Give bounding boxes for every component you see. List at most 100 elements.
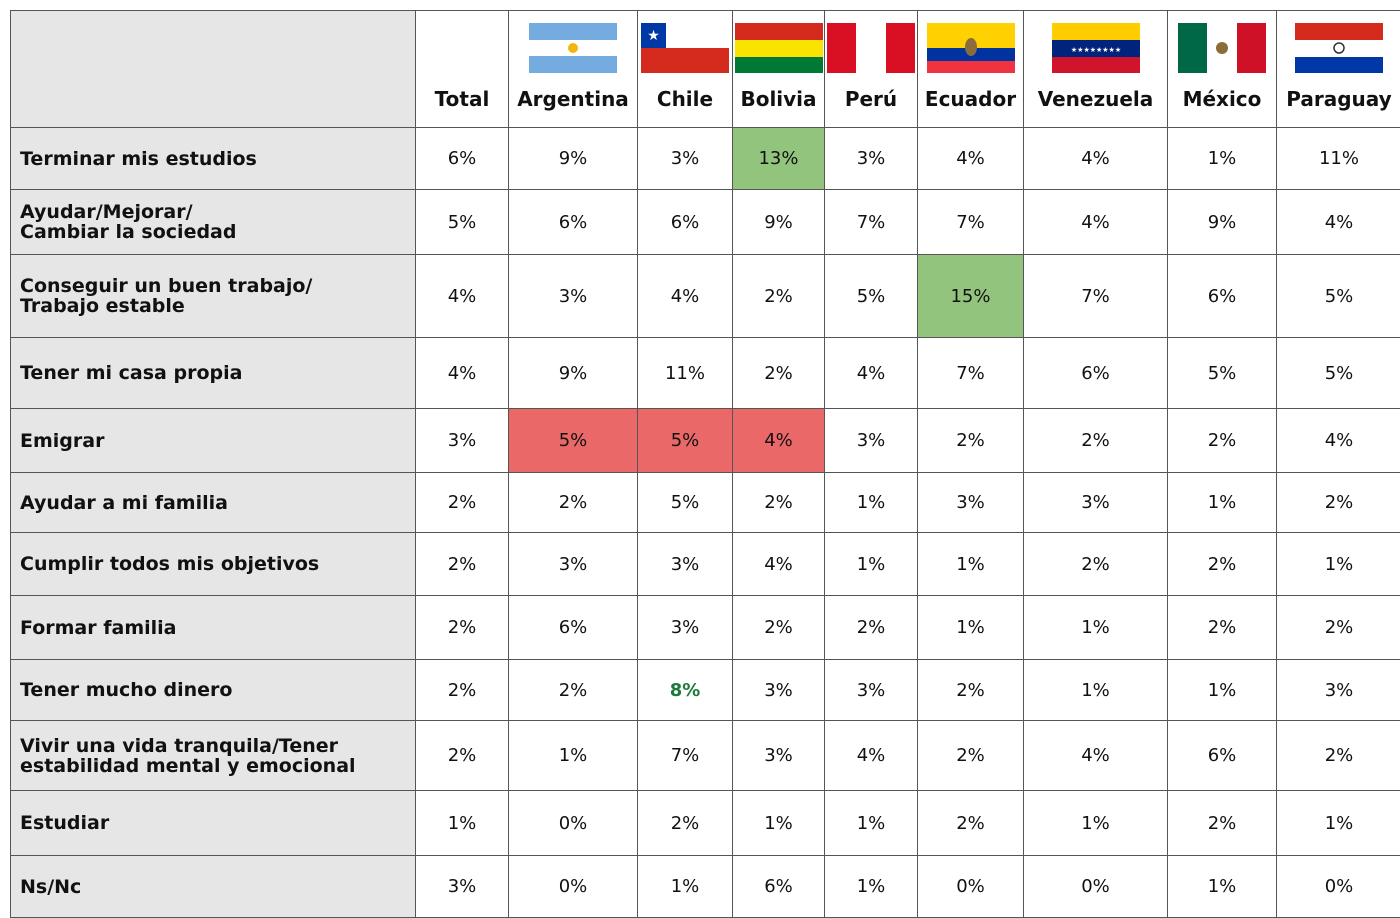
column-header: Ecuador [918, 11, 1024, 128]
flag-icon [735, 23, 823, 73]
value-cell: 2% [1168, 596, 1277, 660]
value-cell: 2% [733, 338, 825, 409]
value-cell: 3% [638, 596, 733, 660]
value-cell: 9% [1168, 190, 1277, 255]
table-row: Conseguir un buen trabajo/ Trabajo estab… [11, 255, 1400, 338]
value-cell: 3% [918, 473, 1024, 533]
table-row: Vivir una vida tranquila/Tener estabilid… [11, 721, 1400, 791]
value-cell: 8% [638, 660, 733, 721]
value-cell: 9% [733, 190, 825, 255]
value-cell: 7% [918, 338, 1024, 409]
value-cell: 3% [416, 409, 509, 473]
value-cell: 6% [509, 596, 638, 660]
row-label: Tener mi casa propia [11, 338, 416, 409]
value-cell: 0% [509, 791, 638, 856]
value-cell: 2% [416, 660, 509, 721]
value-cell: 0% [1024, 856, 1168, 918]
value-cell: 2% [1168, 409, 1277, 473]
column-title: Total [435, 87, 490, 111]
value-cell: 1% [1024, 660, 1168, 721]
column-title: Ecuador [925, 87, 1016, 111]
value-cell: 2% [825, 596, 918, 660]
value-cell: 2% [1168, 791, 1277, 856]
value-cell: 2% [733, 255, 825, 338]
value-cell: 1% [509, 721, 638, 791]
value-cell: 11% [638, 338, 733, 409]
value-cell: 4% [825, 338, 918, 409]
column-header: Bolivia [733, 11, 825, 128]
value-cell: 4% [918, 128, 1024, 190]
value-cell: 3% [825, 660, 918, 721]
value-cell: 2% [918, 660, 1024, 721]
value-cell: 5% [1277, 255, 1400, 338]
value-cell: 4% [1024, 190, 1168, 255]
value-cell: 5% [825, 255, 918, 338]
row-label: Conseguir un buen trabajo/ Trabajo estab… [11, 255, 416, 338]
column-header: Perú [825, 11, 918, 128]
value-cell: 2% [1168, 533, 1277, 596]
value-cell: 3% [733, 721, 825, 791]
column-header: ★ Chile [638, 11, 733, 128]
value-cell: 4% [1277, 190, 1400, 255]
value-cell: 5% [1277, 338, 1400, 409]
column-title: Chile [657, 87, 713, 111]
column-title: México [1183, 87, 1262, 111]
value-cell: 15% [918, 255, 1024, 338]
row-label: Tener mucho dinero [11, 660, 416, 721]
value-cell: 1% [1168, 473, 1277, 533]
value-cell: 3% [638, 128, 733, 190]
value-cell: 6% [416, 128, 509, 190]
value-cell: 3% [1024, 473, 1168, 533]
row-label: Formar familia [11, 596, 416, 660]
row-label: Vivir una vida tranquila/Tener estabilid… [11, 721, 416, 791]
value-cell: 11% [1277, 128, 1400, 190]
value-cell: 1% [1168, 856, 1277, 918]
value-cell: 2% [638, 791, 733, 856]
column-header: Total [416, 11, 509, 128]
flag-icon [827, 23, 915, 73]
value-cell: 7% [825, 190, 918, 255]
row-label: Ayudar/Mejorar/ Cambiar la sociedad [11, 190, 416, 255]
value-cell: 2% [416, 721, 509, 791]
value-cell: 4% [1024, 128, 1168, 190]
value-cell: 2% [1024, 533, 1168, 596]
value-cell: 2% [1277, 473, 1400, 533]
value-cell: 4% [825, 721, 918, 791]
value-cell: 1% [825, 533, 918, 596]
value-cell: 3% [825, 128, 918, 190]
flag-icon: ★ [641, 23, 729, 73]
svg-text:★★★★★★★★: ★★★★★★★★ [1070, 46, 1120, 54]
flag-icon [927, 23, 1015, 73]
value-cell: 0% [1277, 856, 1400, 918]
value-cell: 4% [1277, 409, 1400, 473]
column-header: Paraguay [1277, 11, 1400, 128]
column-header: ★★★★★★★★Venezuela [1024, 11, 1168, 128]
value-cell: 3% [416, 856, 509, 918]
row-label: Estudiar [11, 791, 416, 856]
column-title: Argentina [517, 87, 629, 111]
row-label: Cumplir todos mis objetivos [11, 533, 416, 596]
flag-icon [529, 23, 617, 73]
value-cell: 1% [1168, 660, 1277, 721]
value-cell: 2% [1277, 721, 1400, 791]
value-cell: 1% [1024, 596, 1168, 660]
value-cell: 5% [509, 409, 638, 473]
value-cell: 6% [1024, 338, 1168, 409]
value-cell: 2% [733, 473, 825, 533]
value-cell: 3% [733, 660, 825, 721]
value-cell: 6% [1168, 255, 1277, 338]
flag-icon [1178, 23, 1266, 73]
value-cell: 1% [825, 473, 918, 533]
value-cell: 1% [733, 791, 825, 856]
value-cell: 2% [918, 721, 1024, 791]
